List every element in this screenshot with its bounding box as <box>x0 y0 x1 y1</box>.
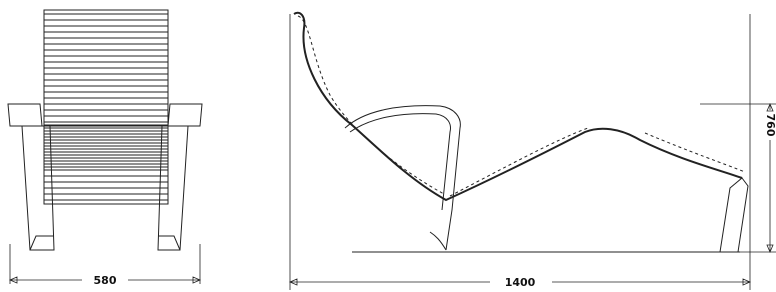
slats <box>44 14 168 200</box>
right-armrest <box>168 104 202 126</box>
backrest-frame <box>44 10 168 204</box>
side-view: 1400 760 <box>290 13 776 290</box>
front-view: 580 <box>8 10 202 287</box>
armrest <box>345 106 460 250</box>
seat-frame <box>294 13 742 200</box>
rear-leg <box>720 178 748 252</box>
left-armrest <box>8 104 42 126</box>
technical-drawing: 580 1400 760 <box>0 0 776 292</box>
dimension-label: 580 <box>94 274 117 287</box>
base-rail <box>352 232 740 252</box>
dimension-label: 760 <box>764 114 776 137</box>
seat-frame-inner <box>298 16 745 196</box>
dimension-label: 1400 <box>505 276 536 289</box>
